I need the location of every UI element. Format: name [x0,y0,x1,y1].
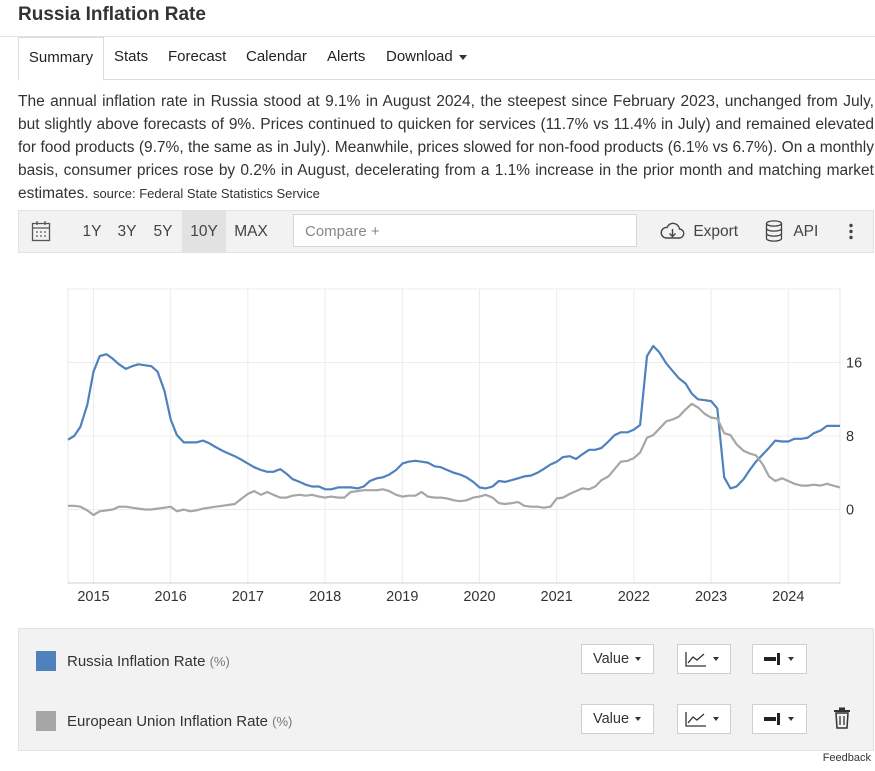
range-max[interactable]: MAX [234,223,268,240]
line-chart-icon [685,652,706,667]
page-title: Russia Inflation Rate [18,4,206,25]
calendar-icon[interactable] [31,211,55,252]
x-tick-label: 2016 [155,589,187,605]
right-axis-icon [764,653,780,666]
value-select-eu[interactable]: Value [581,704,654,734]
caret-down-icon [713,657,719,662]
range-5y[interactable]: 5Y [153,223,173,240]
description: The annual inflation rate in Russia stoo… [18,90,874,205]
more-options-icon[interactable] [845,211,857,252]
source-note: source: Federal State Statistics Service [92,186,320,201]
caret-down-icon [788,657,794,662]
legend-series-eu: European Union Inflation Rate [67,713,268,730]
caret-down-icon [458,54,467,60]
y-tick-label: 16 [846,356,862,372]
database-icon [765,220,783,242]
export-label: Export [693,223,739,240]
legend-label-russia: Russia Inflation Rate (%) [67,653,230,670]
x-tick-label: 2020 [463,589,495,605]
tab-calendar[interactable]: Calendar [246,48,307,65]
legend-unit-eu: (%) [272,714,293,729]
legend-panel: Russia Inflation Rate (%) Value European… [18,628,874,751]
series-line-russia [67,344,840,491]
api-button[interactable]: API [764,211,818,252]
compare-input[interactable]: Compare + [293,214,637,247]
header: Russia Inflation Rate [0,0,875,37]
series-line-eu [68,402,841,517]
export-button[interactable]: Export [659,211,738,252]
range-3y[interactable]: 3Y [117,223,137,240]
tab-download[interactable]: Download [386,37,467,79]
tab-bar: Summary Stats Forecast Calendar Alerts D… [18,37,875,81]
legend-unit-russia: (%) [209,654,230,669]
tab-summary[interactable]: Summary [18,37,104,81]
legend-label-eu: European Union Inflation Rate (%) [67,713,292,730]
caret-down-icon [635,657,642,662]
caret-down-icon [635,717,642,722]
right-axis-icon [764,713,780,726]
tab-forecast[interactable]: Forecast [168,48,227,65]
y-tick-label: 8 [846,429,854,445]
cloud-download-icon [660,222,685,239]
description-text: The annual inflation rate in Russia stoo… [18,93,874,202]
tab-download-label: Download [386,48,453,65]
range-10y[interactable]: 10Y [182,211,226,252]
value-select-russia-label: Value [593,651,630,667]
trash-icon[interactable] [833,707,851,729]
legend-swatch-russia [36,651,56,671]
value-select-russia[interactable]: Value [581,644,654,674]
legend-series-russia: Russia Inflation Rate [67,653,206,670]
tab-alerts[interactable]: Alerts [327,48,366,65]
caret-down-icon [713,717,719,722]
chart-type-select-eu[interactable] [677,704,731,734]
line-chart-icon [685,712,706,727]
legend-swatch-eu [36,711,56,731]
tab-stats[interactable]: Stats [114,48,149,65]
x-tick-label: 2023 [695,589,727,605]
value-select-eu-label: Value [593,711,630,727]
x-tick-label: 2022 [618,589,650,605]
x-tick-label: 2024 [772,589,804,605]
caret-down-icon [788,717,794,722]
chart-toolbar: 1Y 3Y 5Y 10Y MAX Compare + Export API [18,210,874,253]
axis-select-russia[interactable] [752,644,807,674]
chart-type-select-russia[interactable] [677,644,731,674]
x-tick-label: 2017 [232,589,264,605]
x-tick-label: 2019 [386,589,418,605]
axis-select-eu[interactable] [752,704,807,734]
x-tick-label: 2018 [309,589,341,605]
range-1y[interactable]: 1Y [82,223,102,240]
chart-area: 2015 2016 2017 2018 2019 2020 2021 2022 2023 2024… [18,252,874,628]
x-tick-label: 2015 [77,589,109,605]
feedback-link[interactable]: Feedback [822,752,871,764]
x-tick-label: 2021 [541,589,573,605]
y-tick-label: 0 [846,503,854,519]
api-label: API [793,223,819,240]
inflation-chart[interactable]: 2015 2016 2017 2018 2019 2020 2021 2022 2023 2024… [18,252,874,628]
